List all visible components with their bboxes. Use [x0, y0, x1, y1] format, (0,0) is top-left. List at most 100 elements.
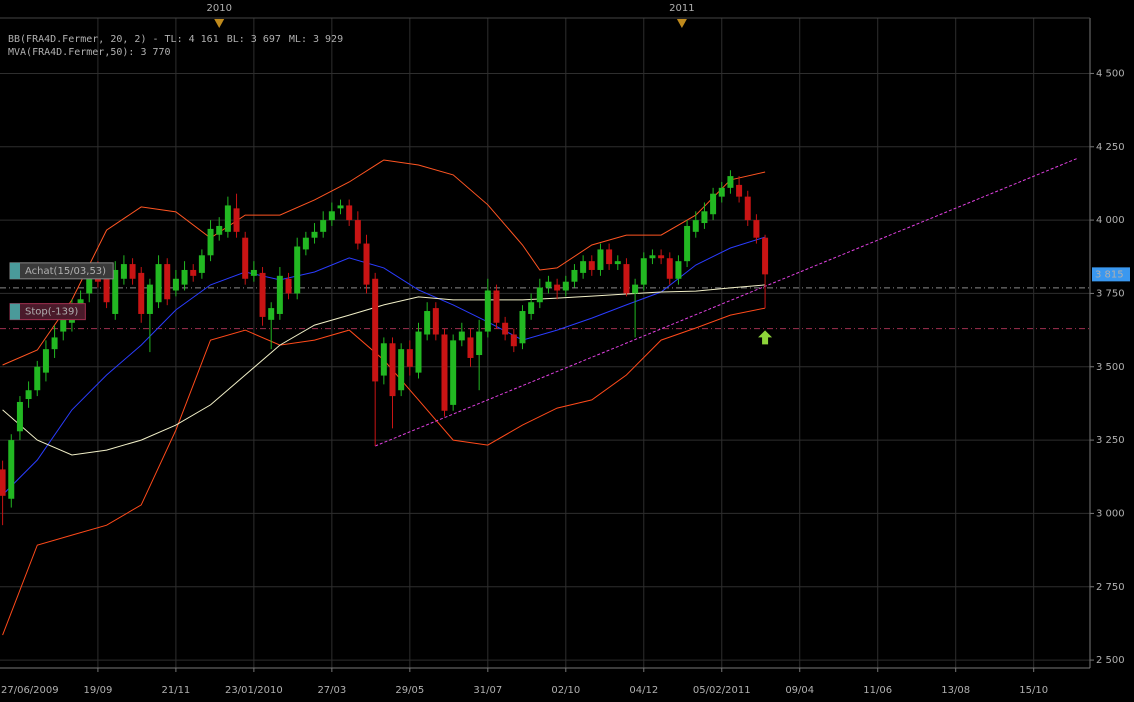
legend-entry: ML: 3 929	[289, 34, 343, 45]
candle-body	[276, 275, 283, 314]
x-tick-label: 11/06	[863, 685, 892, 696]
x-tick-label: 27/06/2009	[1, 685, 59, 696]
candle-body	[155, 264, 162, 303]
candle-body	[320, 220, 327, 232]
candle-body	[25, 390, 32, 400]
candle-body	[432, 308, 439, 335]
candle-body	[406, 349, 413, 367]
candle-body	[597, 249, 604, 270]
candle-body	[164, 264, 171, 300]
trendline	[375, 158, 1078, 447]
legend-entry: MVA(FRA4D.Fermer,50): 3 770	[8, 47, 171, 58]
candle-body	[190, 269, 197, 276]
candle-body	[302, 237, 309, 250]
candle-body	[623, 264, 630, 294]
candle-body	[224, 205, 231, 232]
candle-body	[701, 211, 708, 224]
candle-body	[16, 401, 23, 432]
candle-body	[207, 228, 214, 256]
candle-body	[580, 261, 587, 273]
y-tick-label: 4 250	[1096, 142, 1125, 153]
candle-body	[372, 278, 379, 382]
indicator-line	[2, 236, 766, 496]
overlay: Achat(15/03,53) Stop(-139) 3 815 BB(FRA4D.F…	[8, 34, 1130, 345]
candle-body	[571, 269, 578, 282]
candle-body	[103, 278, 110, 303]
year-label: 2010	[206, 3, 231, 14]
candle-body	[484, 290, 491, 332]
candle-body	[493, 290, 500, 323]
candle-body	[285, 278, 292, 294]
candle-body	[727, 176, 734, 188]
candle-body	[172, 278, 179, 291]
x-tick-label: 05/02/2011	[693, 685, 751, 696]
candle-body	[450, 340, 457, 405]
candle-body	[476, 331, 483, 356]
candle-body	[294, 246, 301, 294]
candle-body	[146, 284, 153, 314]
candle-body	[60, 313, 67, 332]
candle-body	[424, 311, 431, 335]
y-tick-label: 3 250	[1096, 435, 1125, 446]
candle-body	[250, 269, 257, 276]
y-tick-label: 3 500	[1096, 362, 1125, 373]
year-marker	[214, 19, 225, 28]
candle-body	[710, 193, 717, 215]
candle-body	[138, 272, 145, 314]
candle-body	[398, 349, 405, 391]
candle-body	[649, 255, 656, 259]
candle-body	[519, 311, 526, 344]
candle-body	[614, 261, 621, 265]
candle-body	[640, 258, 647, 285]
year-label: 2011	[669, 3, 694, 14]
candle-body	[380, 343, 387, 376]
candle-body	[753, 220, 760, 238]
x-tick-label: 23/01/2010	[225, 685, 283, 696]
candle-body	[129, 264, 136, 279]
axes-labels: 2 500 2 750 3 000 3 250 3 500 3 750 4 000 4 250…	[1, 3, 1125, 696]
x-tick-label: 04/12	[629, 685, 658, 696]
candle-body	[216, 225, 223, 235]
candle-body	[86, 275, 93, 294]
last-price-box	[1092, 267, 1130, 282]
candle-body	[268, 308, 275, 320]
candle-body	[8, 440, 15, 499]
legend-entry: BL: 3 697	[227, 34, 281, 45]
y-tick-label: 4 000	[1096, 215, 1125, 226]
candle-body	[528, 302, 535, 314]
candle-body	[510, 334, 517, 347]
x-tick-label: 29/05	[395, 685, 424, 696]
legend-entry: BB(FRA4D.Fermer, 20, 2) - TL: 4 161	[8, 34, 219, 45]
candle-body	[692, 220, 699, 232]
candle-body	[34, 366, 41, 391]
x-tick-label: 19/09	[83, 685, 112, 696]
plot-area	[0, 158, 1090, 636]
candle-body	[441, 334, 448, 411]
y-tick-label: 2 750	[1096, 582, 1125, 593]
x-tick-label: 13/08	[941, 685, 970, 696]
candle-body	[675, 261, 682, 279]
candle-body	[42, 349, 49, 373]
candle-body	[354, 220, 361, 244]
candle-body	[415, 331, 422, 373]
x-tick-label: 27/03	[317, 685, 346, 696]
x-tick-label: 31/07	[473, 685, 502, 696]
level-label: Stop(-139)	[25, 307, 78, 318]
y-tick-label: 2 500	[1096, 655, 1125, 666]
candle-body	[328, 211, 335, 221]
candle-body	[51, 337, 58, 350]
candle-body	[346, 205, 353, 221]
candle-body	[120, 264, 127, 279]
candle-body	[736, 184, 743, 197]
level-label: Achat(15/03,53)	[25, 266, 106, 277]
candle-body	[502, 322, 509, 335]
x-tick-label: 02/10	[551, 685, 580, 696]
candle-body	[684, 225, 691, 262]
candle-body	[242, 237, 249, 279]
candle-body	[363, 243, 370, 285]
candle-body	[233, 208, 240, 232]
candle-body	[389, 343, 396, 397]
